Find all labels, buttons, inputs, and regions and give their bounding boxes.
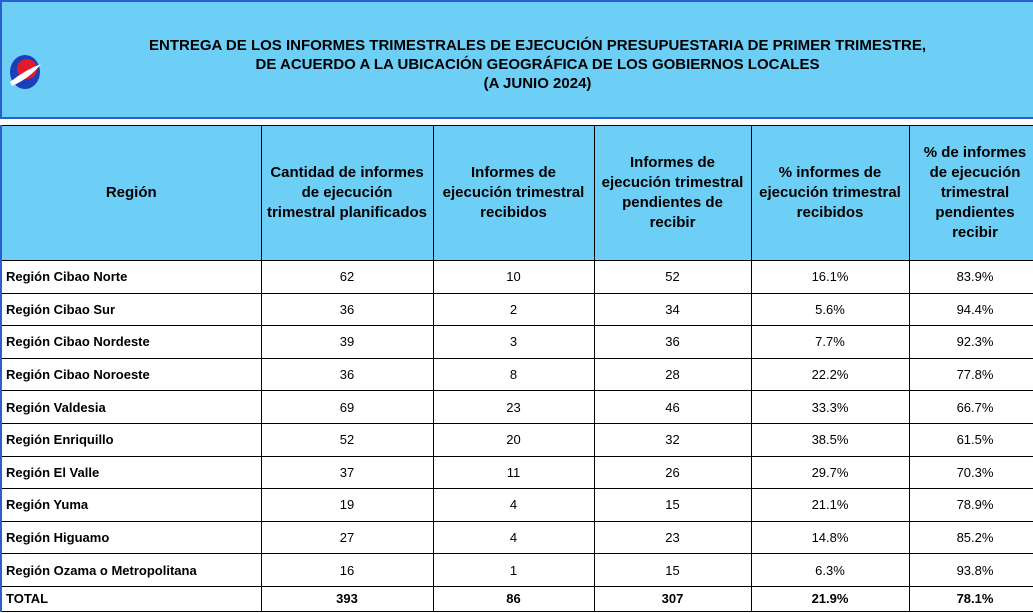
column-header: % de informes de ejecución trimestral pe… <box>908 125 1033 261</box>
row: Región Enriquillo 52 20 32 38.5% 61.5% <box>0 422 1033 457</box>
cell: Región Cibao Norte <box>0 260 262 294</box>
table: Región Cantidad de informes de ejecución … <box>0 125 1033 612</box>
row: Región Cibao Sur 36 2 34 5.6% 94.4% <box>0 292 1033 327</box>
cell: 66.7% <box>908 390 1033 424</box>
cell: 52 <box>593 260 752 294</box>
column-header: Informes de ejecución trimestral pendien… <box>593 125 752 261</box>
cell: Región Yuma <box>0 488 262 522</box>
title-line: (A JUNIO 2024) <box>483 75 592 92</box>
cell: 11 <box>432 455 595 490</box>
row: Región Yuma 19 4 15 21.1% 78.9% <box>0 488 1033 522</box>
cell: 93.8% <box>908 553 1033 587</box>
cell: 393 <box>260 585 434 612</box>
cell: 27 <box>260 520 434 555</box>
cell: 20 <box>432 422 595 457</box>
column-header: % informes de ejecución trimestral recib… <box>750 125 910 261</box>
cell: 307 <box>593 585 752 612</box>
cell: 7.7% <box>750 325 910 359</box>
cell: 86 <box>432 585 595 612</box>
cell: 92.3% <box>908 325 1033 359</box>
cell: 10 <box>432 260 595 294</box>
cell: 70.3% <box>908 455 1033 490</box>
cell: 16.1% <box>750 260 910 294</box>
cell: 28 <box>593 357 752 392</box>
cell: 36 <box>260 357 434 392</box>
cell: 62 <box>260 260 434 294</box>
table-body: Región Cibao Norte 62 10 52 16.1% 83.9% Región… <box>0 260 1033 612</box>
cell: Región Ozama o Metropolitana <box>0 553 262 587</box>
cell: 16 <box>260 553 434 587</box>
cell: 37 <box>260 455 434 490</box>
column-header: Informes de ejecución trimestral recibid… <box>432 125 595 261</box>
cell: TOTAL <box>0 585 262 612</box>
cell: Región Valdesia <box>0 390 262 424</box>
cell: 15 <box>593 488 752 522</box>
column-header: Cantidad de informes de ejecución trimes… <box>260 125 434 261</box>
cell: 94.4% <box>908 292 1033 327</box>
header: ENTREGA DE LOS INFORMES TRIMESTRALES DE … <box>0 0 1033 119</box>
cell: 29.7% <box>750 455 910 490</box>
cell: 52 <box>260 422 434 457</box>
cell: 4 <box>432 488 595 522</box>
row: Región Valdesia 69 23 46 33.3% 66.7% <box>0 390 1033 424</box>
cell: 78.1% <box>908 585 1033 612</box>
cell: 23 <box>593 520 752 555</box>
cell: 46 <box>593 390 752 424</box>
header-row: Región Cantidad de informes de ejecución … <box>0 125 1033 261</box>
cell: Región Cibao Sur <box>0 292 262 327</box>
cell: 32 <box>593 422 752 457</box>
row: Región Higuamo 27 4 23 14.8% 85.2% <box>0 520 1033 555</box>
cell: 21.1% <box>750 488 910 522</box>
cell: 77.8% <box>908 357 1033 392</box>
cell: 33.3% <box>750 390 910 424</box>
total-row: TOTAL 393 86 307 21.9% 78.1% <box>0 585 1033 612</box>
cell: 78.9% <box>908 488 1033 522</box>
cell: 26 <box>593 455 752 490</box>
row: Región Cibao Norte 62 10 52 16.1% 83.9% <box>0 260 1033 294</box>
logo <box>10 55 41 89</box>
cell: 69 <box>260 390 434 424</box>
cell: Región Higuamo <box>0 520 262 555</box>
cell: 2 <box>432 292 595 327</box>
cell: 19 <box>260 488 434 522</box>
cell: 34 <box>593 292 752 327</box>
cell: Región El Valle <box>0 455 262 490</box>
cell: 1 <box>432 553 595 587</box>
cell: 5.6% <box>750 292 910 327</box>
cell: 15 <box>593 553 752 587</box>
cell: 23 <box>432 390 595 424</box>
cell: 61.5% <box>908 422 1033 457</box>
cell: 85.2% <box>908 520 1033 555</box>
cell: 36 <box>593 325 752 359</box>
title: ENTREGA DE LOS INFORMES TRIMESTRALES DE … <box>42 36 1033 93</box>
row: Región Cibao Nordeste 39 3 36 7.7% 92.3% <box>0 325 1033 359</box>
cell: 3 <box>432 325 595 359</box>
cell: 39 <box>260 325 434 359</box>
title-line: ENTREGA DE LOS INFORMES TRIMESTRALES DE … <box>148 37 926 54</box>
column-header: Región <box>0 125 262 261</box>
cell: Región Cibao Nordeste <box>0 325 262 359</box>
cell: 14.8% <box>750 520 910 555</box>
row: Región Ozama o Metropolitana 16 1 15 6.3% 93.… <box>0 553 1033 587</box>
title-line: DE ACUERDO A LA UBICACIÓN GEOGRÁFICA DE … <box>255 56 820 73</box>
cell: 21.9% <box>750 585 910 612</box>
cell: Región Cibao Noroeste <box>0 357 262 392</box>
cell: 83.9% <box>908 260 1033 294</box>
row: Región Cibao Noroeste 36 8 28 22.2% 77.8% <box>0 357 1033 392</box>
cell: 22.2% <box>750 357 910 392</box>
cell: Región Enriquillo <box>0 422 262 457</box>
cell: 38.5% <box>750 422 910 457</box>
cell: 4 <box>432 520 595 555</box>
cell: 8 <box>432 357 595 392</box>
row: Región El Valle 37 11 26 29.7% 70.3% <box>0 455 1033 490</box>
cell: 6.3% <box>750 553 910 587</box>
cell: 36 <box>260 292 434 327</box>
